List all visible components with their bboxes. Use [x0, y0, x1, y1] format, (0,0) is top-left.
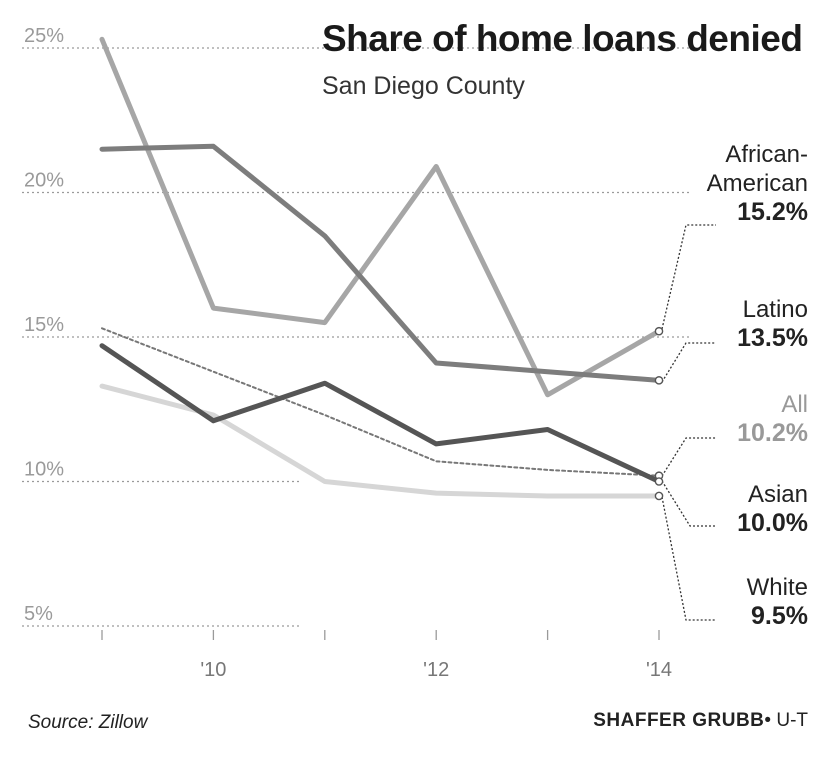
- series-line-asian: [99, 343, 662, 484]
- series-name-asian: Asian: [747, 481, 808, 508]
- chart-title: Share of home loans denied: [322, 18, 803, 59]
- credit-line: SHAFFER GRUBB• U-T: [593, 710, 808, 732]
- leader-line-white: [661, 496, 716, 621]
- end-marker-african-american: [654, 326, 664, 336]
- x-tick-label-2012: '12: [423, 659, 449, 681]
- series-name-african-american-line2: American: [706, 170, 808, 197]
- leader-line-african-american: [661, 224, 716, 330]
- label-asian: Asian 10.0%: [737, 480, 808, 538]
- value-label-latino: 13.5%: [737, 324, 808, 352]
- series-name-african-american-line1: African-: [725, 141, 808, 168]
- value-label-all: 10.2%: [737, 419, 808, 447]
- leader-line-latino: [661, 342, 716, 383]
- y-tick-label-25: 25%: [24, 25, 64, 47]
- y-tick-label-15: 15%: [24, 314, 64, 336]
- source-note: Source: Zillow: [28, 712, 148, 733]
- value-label-white: 9.5%: [751, 602, 808, 630]
- end-marker-latino: [654, 376, 664, 385]
- label-african-american: African- American 15.2%: [707, 140, 808, 227]
- leader-line-all: [661, 437, 716, 477]
- credit-name: SHAFFER GRUBB: [593, 710, 765, 731]
- credit-org: U-T: [776, 710, 808, 731]
- end-marker-asian: [654, 477, 664, 486]
- series-name-all: All: [781, 391, 808, 418]
- label-all: All 10.2%: [737, 390, 808, 448]
- credit-separator: •: [764, 710, 772, 731]
- leader-line-asian: [661, 480, 716, 527]
- y-tick-label-20: 20%: [24, 170, 64, 192]
- label-white: White 9.5%: [747, 573, 808, 631]
- series-name-latino: Latino: [742, 296, 808, 323]
- x-tick-label-2014: '14: [646, 659, 672, 681]
- series-line-latino: [99, 143, 662, 383]
- end-marker-white: [654, 491, 664, 501]
- chart-subtitle: San Diego County: [322, 72, 525, 100]
- value-label-african-american: 15.2%: [737, 198, 808, 226]
- series-name-white: White: [746, 574, 808, 601]
- label-latino: Latino 13.5%: [737, 295, 808, 353]
- x-tick-label-2010: '10: [200, 659, 226, 681]
- series-line-african-american: [99, 36, 662, 398]
- y-tick-label-10: 10%: [24, 459, 64, 481]
- series-line-all: [101, 327, 660, 477]
- value-label-asian: 10.0%: [737, 509, 808, 537]
- y-tick-label-5: 5%: [24, 603, 53, 625]
